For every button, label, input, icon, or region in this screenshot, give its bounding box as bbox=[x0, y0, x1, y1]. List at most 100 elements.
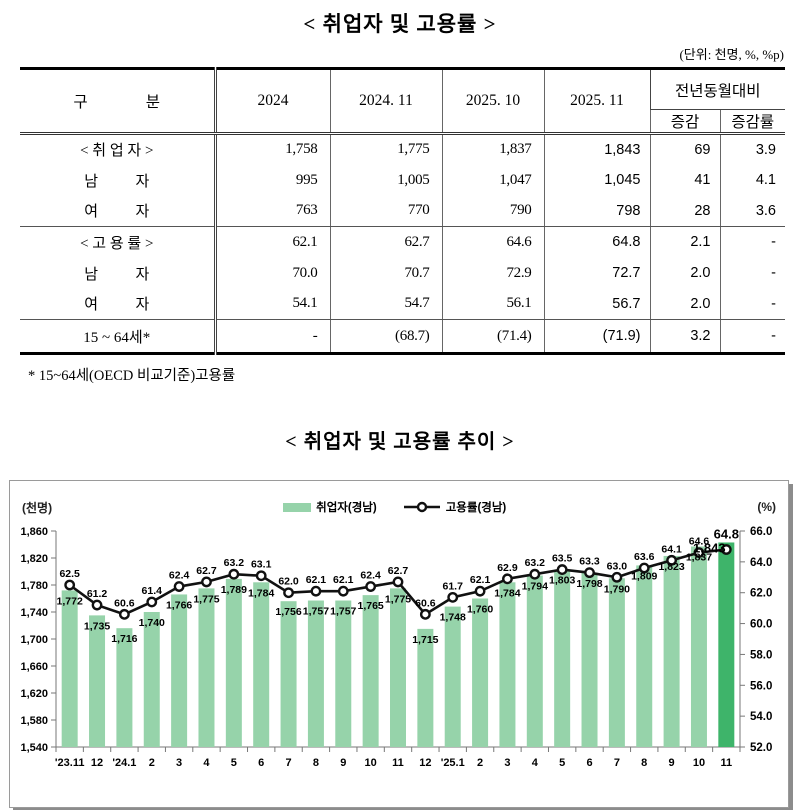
svg-text:63.5: 63.5 bbox=[552, 553, 573, 565]
svg-text:1,823: 1,823 bbox=[658, 561, 684, 573]
svg-text:63.1: 63.1 bbox=[251, 559, 272, 571]
table-cell: 28 bbox=[649, 195, 720, 227]
table-cell: 56.7 bbox=[543, 288, 650, 320]
table-cell: 62.7 bbox=[329, 226, 442, 258]
svg-text:1,820: 1,820 bbox=[20, 553, 48, 565]
svg-text:1,803: 1,803 bbox=[549, 574, 575, 586]
svg-text:1,809: 1,809 bbox=[631, 570, 657, 582]
svg-text:54.0: 54.0 bbox=[750, 711, 772, 723]
svg-text:12: 12 bbox=[419, 757, 431, 769]
svg-text:62.1: 62.1 bbox=[333, 574, 354, 586]
svg-text:10: 10 bbox=[365, 757, 377, 769]
svg-text:63.2: 63.2 bbox=[224, 557, 245, 569]
table-cell: 798 bbox=[543, 195, 650, 227]
col-header-change-rate: 증감률 bbox=[719, 109, 785, 135]
svg-text:1,760: 1,760 bbox=[467, 604, 493, 616]
svg-text:1,837: 1,837 bbox=[686, 552, 712, 564]
svg-text:63.0: 63.0 bbox=[607, 560, 628, 572]
employment-table: 구 분 2024 2024. 11 2025. 10 2025. 11 전년동월… bbox=[20, 67, 785, 355]
svg-text:9: 9 bbox=[669, 757, 675, 769]
svg-text:1,715: 1,715 bbox=[412, 634, 438, 646]
svg-text:56.0: 56.0 bbox=[750, 680, 772, 692]
svg-text:52.0: 52.0 bbox=[750, 742, 772, 754]
unit-note: (단위: 천명, %, %p) bbox=[679, 47, 784, 62]
svg-text:1,789: 1,789 bbox=[221, 584, 247, 596]
left-axis-unit-label: (천명) bbox=[22, 500, 53, 515]
svg-text:1,790: 1,790 bbox=[604, 583, 630, 595]
svg-text:66.0: 66.0 bbox=[750, 526, 772, 538]
svg-text:1,740: 1,740 bbox=[139, 617, 165, 629]
svg-text:6: 6 bbox=[258, 757, 264, 769]
table-cell: 70.0 bbox=[213, 257, 330, 289]
row-label: 여 자 bbox=[20, 195, 215, 227]
svg-text:1,748: 1,748 bbox=[440, 612, 466, 624]
svg-text:7: 7 bbox=[285, 757, 291, 769]
svg-text:12: 12 bbox=[91, 757, 103, 769]
table-cell: 770 bbox=[329, 195, 442, 227]
table-row: 남 자 995 1,005 1,047 1,045 41 4.1 bbox=[20, 164, 785, 196]
svg-text:4: 4 bbox=[203, 757, 210, 769]
table-cell: 69 bbox=[649, 133, 720, 165]
svg-text:1,580: 1,580 bbox=[20, 715, 48, 727]
svg-text:1,735: 1,735 bbox=[84, 620, 110, 632]
col-header-category: 구 분 bbox=[20, 68, 215, 135]
table-cell: - bbox=[719, 257, 785, 289]
col-header-2025-11: 2025. 11 bbox=[543, 68, 650, 135]
svg-text:1,860: 1,860 bbox=[20, 526, 48, 538]
table-cell: 1,045 bbox=[543, 164, 650, 196]
svg-text:10: 10 bbox=[693, 757, 705, 769]
svg-text:3: 3 bbox=[504, 757, 510, 769]
svg-text:1,798: 1,798 bbox=[576, 578, 602, 590]
table-cell: 4.1 bbox=[719, 164, 785, 196]
table-cell: 1,837 bbox=[441, 133, 544, 165]
row-label: < 고 용 률 > bbox=[80, 235, 154, 252]
table-cell: (71.4) bbox=[441, 319, 544, 354]
table-cell: - bbox=[213, 319, 330, 354]
table-cell: 41 bbox=[649, 164, 720, 196]
svg-text:60.0: 60.0 bbox=[750, 619, 772, 631]
svg-text:1,794: 1,794 bbox=[522, 581, 548, 593]
svg-text:63.3: 63.3 bbox=[579, 556, 600, 568]
col-header-yoy: 전년동월대비 bbox=[649, 68, 785, 110]
legend-item-employed: 취업자(경남) bbox=[283, 499, 377, 515]
table-cell: 72.9 bbox=[441, 257, 544, 289]
row-label: < 취 업 자 > bbox=[80, 143, 154, 160]
table-cell: 995 bbox=[213, 164, 330, 196]
svg-text:9: 9 bbox=[340, 757, 346, 769]
svg-text:62.7: 62.7 bbox=[196, 565, 217, 577]
svg-text:7: 7 bbox=[614, 757, 620, 769]
table-cell: 1,047 bbox=[441, 164, 544, 196]
svg-text:62.4: 62.4 bbox=[360, 570, 381, 582]
svg-text:1,540: 1,540 bbox=[20, 742, 48, 754]
svg-text:62.1: 62.1 bbox=[470, 574, 491, 586]
table-cell: 64.6 bbox=[441, 226, 544, 258]
table-title: < 취업자 및 고용률 > bbox=[303, 12, 497, 36]
svg-text:64.0: 64.0 bbox=[750, 557, 772, 569]
table-footnote: * 15~64세(OECD 비교기준)고용률 bbox=[28, 368, 236, 384]
table-row: 여 자 54.1 54.7 56.1 56.7 2.0 - bbox=[20, 288, 785, 320]
table-row: 15 ~ 64세* - (68.7) (71.4) (71.9) 3.2 - bbox=[20, 319, 785, 354]
table-cell: 70.7 bbox=[329, 257, 442, 289]
table-cell: 3.6 bbox=[719, 195, 785, 227]
table-cell: 3.2 bbox=[649, 319, 720, 354]
svg-text:1,766: 1,766 bbox=[166, 599, 192, 611]
svg-text:61.7: 61.7 bbox=[443, 580, 464, 592]
row-label: 15 ~ 64세* bbox=[20, 319, 215, 354]
col-header-change: 증감 bbox=[649, 109, 720, 135]
svg-text:1,765: 1,765 bbox=[357, 600, 383, 612]
table-row: 남 자 70.0 70.7 72.9 72.7 2.0 - bbox=[20, 257, 785, 289]
svg-text:4: 4 bbox=[532, 757, 539, 769]
employment-trend-chart: 1,540 1,580 1,620 1,660 1,700 1,740 1,780 1,820… bbox=[20, 526, 772, 769]
bar-series-swatch-icon bbox=[283, 502, 312, 512]
svg-text:62.5: 62.5 bbox=[59, 568, 80, 580]
table-cell: 72.7 bbox=[543, 257, 650, 289]
svg-text:1,775: 1,775 bbox=[385, 593, 411, 605]
table-cell: 790 bbox=[441, 195, 544, 227]
chart-title: < 취업자 및 고용률 추이 > bbox=[285, 431, 515, 453]
svg-text:62.4: 62.4 bbox=[169, 570, 190, 582]
svg-text:64.1: 64.1 bbox=[661, 543, 682, 555]
svg-text:'23.11: '23.11 bbox=[55, 757, 85, 769]
svg-text:11: 11 bbox=[720, 757, 732, 769]
svg-text:1,757: 1,757 bbox=[303, 606, 329, 618]
